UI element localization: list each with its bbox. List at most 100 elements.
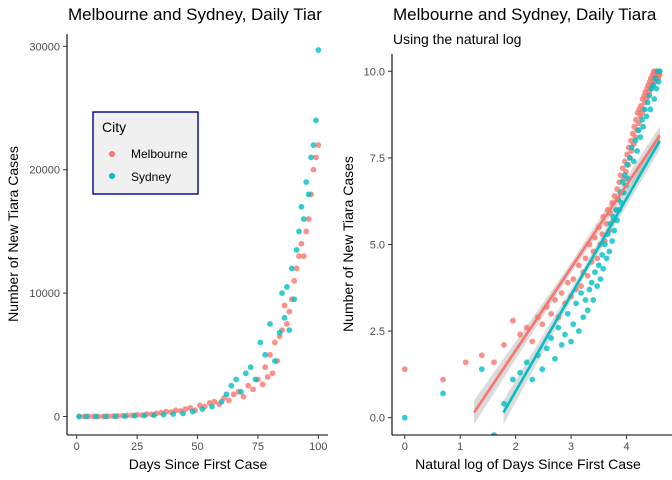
data-point-melbourne <box>310 166 317 173</box>
data-point-sydney <box>640 123 647 130</box>
data-point-sydney <box>276 329 283 336</box>
data-point-melbourne <box>509 317 516 324</box>
data-point-sydney <box>643 113 650 120</box>
data-point-sydney <box>218 398 225 405</box>
left-y-tick-label: 0 <box>54 411 60 423</box>
data-point-sydney <box>582 297 589 303</box>
data-point-sydney <box>252 376 259 383</box>
data-point-melbourne <box>558 290 565 296</box>
data-point-sydney <box>573 300 579 307</box>
data-point-melbourne <box>296 253 302 259</box>
left-x-tick-label: 100 <box>309 441 327 453</box>
data-point-melbourne <box>211 398 218 405</box>
data-point-sydney <box>543 345 550 352</box>
data-point-sydney <box>310 142 317 148</box>
data-point-sydney <box>401 414 408 421</box>
data-point-melbourne <box>315 142 322 148</box>
data-point-melbourne <box>491 359 497 366</box>
data-point-sydney <box>286 327 293 334</box>
data-point-sydney <box>644 99 651 106</box>
data-point-melbourne <box>264 374 271 380</box>
legend-key-sydney <box>109 173 115 179</box>
data-point-sydney <box>303 179 310 185</box>
data-point-melbourne <box>226 397 232 404</box>
right-axes: 0 1 2 3 4 0.0 2.5 5.0 7.5 10.0 <box>364 66 630 453</box>
data-point-sydney <box>102 413 109 420</box>
right-chart-title: Melbourne and Sydney, Daily Tiara <box>393 5 657 24</box>
data-point-melbourne <box>182 406 189 412</box>
data-point-melbourne <box>611 193 618 199</box>
data-point-sydney <box>491 432 497 435</box>
data-point-sydney <box>628 144 635 151</box>
data-point-sydney <box>594 283 601 289</box>
data-point-sydney <box>242 370 249 377</box>
data-point-melbourne <box>599 231 606 238</box>
data-point-sydney <box>170 411 177 417</box>
data-point-melbourne <box>240 393 247 400</box>
data-point-melbourne <box>313 154 319 161</box>
data-point-sydney <box>308 154 314 161</box>
data-point-melbourne <box>305 216 312 222</box>
right-x-axis-title: Natural log of Days Since First Case <box>415 456 641 472</box>
data-point-melbourne <box>523 324 530 331</box>
data-point-sydney <box>548 335 555 341</box>
data-point-melbourne <box>281 302 288 309</box>
data-point-sydney <box>228 382 235 389</box>
data-point-melbourne <box>548 310 555 317</box>
data-point-sydney <box>606 248 613 255</box>
legend-label-sydney: Sydney <box>131 170 171 184</box>
data-point-sydney <box>637 134 644 141</box>
data-point-sydney <box>523 359 530 366</box>
data-point-sydney <box>634 148 640 154</box>
data-point-sydney <box>131 412 138 419</box>
data-point-sydney <box>199 406 206 412</box>
left-x-tick-label: 50 <box>191 441 203 453</box>
data-point-sydney <box>603 255 610 262</box>
data-point-sydney <box>552 355 558 362</box>
right-y-tick-label: 2.5 <box>370 326 385 338</box>
data-point-sydney <box>279 290 285 297</box>
left-y-tick-label: 10000 <box>29 288 60 300</box>
data-point-melbourne <box>501 342 507 348</box>
data-point-sydney <box>656 68 663 75</box>
right-y-tick-label: 7.5 <box>370 153 385 165</box>
data-point-melbourne <box>291 277 298 284</box>
data-point-melbourne <box>529 338 536 345</box>
data-point-sydney <box>315 47 322 53</box>
data-point-melbourne <box>284 321 290 327</box>
data-point-sydney <box>298 203 305 210</box>
data-point-sydney <box>590 297 597 303</box>
data-point-sydney <box>76 413 82 420</box>
data-point-melbourne <box>259 381 266 388</box>
right-panel: Melbourne and Sydney, Daily Tiara Using … <box>340 5 672 472</box>
left-x-tick-label: 75 <box>252 441 264 453</box>
data-point-sydney <box>160 411 167 418</box>
data-point-sydney <box>296 228 302 235</box>
data-point-melbourne <box>478 352 485 359</box>
data-point-melbourne <box>539 321 546 328</box>
data-point-melbourne <box>245 382 252 389</box>
data-point-sydney <box>655 78 662 85</box>
data-point-sydney <box>262 351 269 358</box>
data-point-sydney <box>313 117 319 124</box>
data-point-sydney <box>586 286 593 293</box>
left-axes: 0 25 50 75 100 0 10000 20000 30000 <box>29 41 327 453</box>
data-point-sydney <box>267 321 273 327</box>
data-point-sydney <box>564 310 571 317</box>
data-point-sydney <box>641 106 648 113</box>
data-point-sydney <box>584 307 591 314</box>
data-point-melbourne <box>594 255 601 262</box>
data-point-sydney <box>570 321 577 328</box>
data-point-sydney <box>238 388 244 395</box>
data-point-sydney <box>588 279 595 286</box>
data-point-sydney <box>555 324 562 331</box>
left-y-axis-title: Number of New Tiara Cases <box>5 146 21 322</box>
data-point-sydney <box>151 412 157 419</box>
data-point-sydney <box>83 413 90 420</box>
left-marks <box>76 47 322 420</box>
data-point-sydney <box>626 155 633 161</box>
data-point-sydney <box>305 191 312 198</box>
data-point-melbourne <box>286 308 293 315</box>
data-point-sydney <box>529 376 536 383</box>
